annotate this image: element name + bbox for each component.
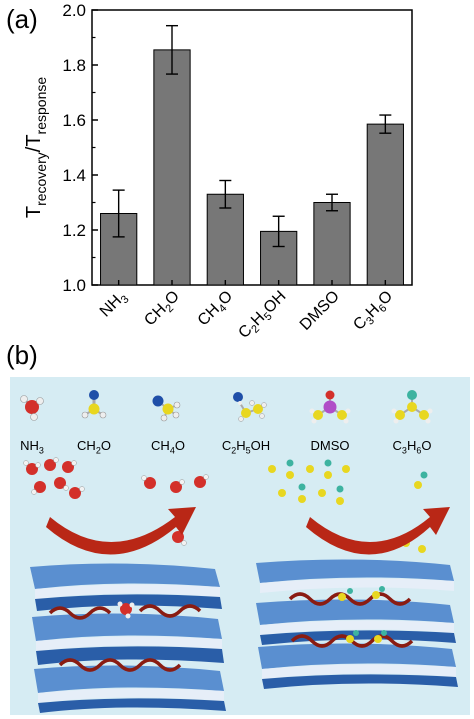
y-tick-label: 1.2 <box>62 221 86 240</box>
x-tick-label: C3H6O <box>350 288 398 336</box>
dmso-molecule-icon <box>309 390 351 424</box>
y-tick-label: 1.6 <box>62 111 86 130</box>
left-trapped-nh3 <box>117 601 135 619</box>
molecule-label: C3H6O <box>392 438 432 456</box>
x-tick-label: DMSO <box>297 288 343 334</box>
y-tick-label: 2.0 <box>62 1 86 20</box>
bar-chart: 1.0 1.2 1.4 1.6 1.8 2.0 Trecovery/Tresponse NH3… <box>23 1 413 344</box>
ch2o-molecule-icon <box>81 390 107 419</box>
bar-ch2o <box>153 49 191 286</box>
molecule-label: C2H5OH <box>221 438 271 456</box>
y-tick-label: 1.0 <box>62 276 86 295</box>
bar-c3h6o <box>366 123 404 286</box>
molecule-label: CH4O <box>151 438 185 456</box>
x-tick-label: C2H5OH <box>235 288 291 344</box>
bar-dmso <box>313 202 351 286</box>
nh3-molecule-icon <box>20 395 44 421</box>
y-tick-label: 1.4 <box>62 166 86 185</box>
right-layer-stack <box>256 559 458 689</box>
molecule-label: CH2O <box>77 438 111 456</box>
molecule-label: NH3 <box>20 438 44 456</box>
left-polymer-chains <box>48 604 202 672</box>
y-axis-label: Trecovery/Tresponse <box>23 77 49 218</box>
x-tick-label: NH3 <box>97 288 132 323</box>
left-red-arrow-icon <box>46 507 196 555</box>
panel-b-label: (b) <box>6 340 38 370</box>
c3h6o-molecule-icon <box>391 390 433 424</box>
gas-adsorption-illustration <box>10 377 470 715</box>
ch4o-molecule-icon <box>152 395 181 422</box>
right-red-arrow-icon <box>306 507 450 555</box>
left-layer-stack <box>30 563 226 713</box>
right-trapped-c3h6o <box>338 586 387 643</box>
c2h5oh-molecule-icon <box>233 392 267 422</box>
molecule-label: DMSO <box>310 438 350 453</box>
plot-frame <box>91 9 413 286</box>
x-tick-label: CH2O <box>141 288 185 332</box>
y-tick-label: 1.8 <box>62 56 86 75</box>
nh3-cluster-hydrogens <box>23 457 209 546</box>
panel-a-label: (a) <box>6 4 38 34</box>
nh3-cluster <box>26 459 206 543</box>
x-tick-label: CH4O <box>195 288 239 332</box>
